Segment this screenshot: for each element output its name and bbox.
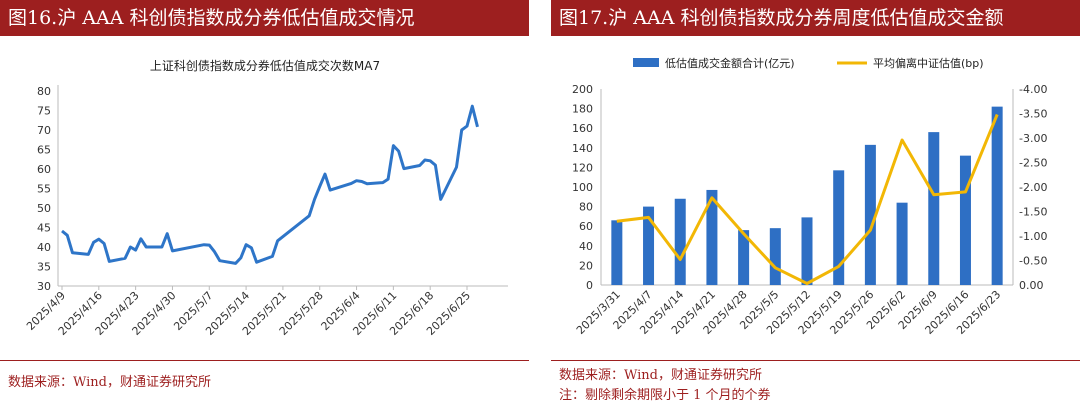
bar xyxy=(991,106,1003,285)
left-y-tick-label: 120 xyxy=(572,161,593,174)
bar xyxy=(674,198,686,285)
x-tick-label: 2025/3/31 xyxy=(574,288,623,337)
bar xyxy=(769,228,781,285)
right-y-tick-label: -0.50 xyxy=(1019,255,1047,268)
left-y-tick-label: 80 xyxy=(579,201,593,214)
left-y-tick-label: 200 xyxy=(572,83,593,96)
bar xyxy=(896,202,908,285)
series-line xyxy=(61,104,479,265)
bar xyxy=(833,170,845,285)
bar xyxy=(738,230,750,285)
bar xyxy=(959,155,971,285)
left-y-tick-label: 60 xyxy=(579,220,593,233)
left-y-tick-label: 100 xyxy=(572,181,593,194)
right-y-tick-label: -2.00 xyxy=(1019,181,1047,194)
right-y-tick-label: -4.00 xyxy=(1019,83,1047,96)
right-chart-panel: 图17.沪 AAA 科创债指数成分券周度低估值成交金额 低估值成交金额合计(亿元… xyxy=(551,0,1080,410)
left-y-tick-label: 40 xyxy=(579,240,593,253)
right-y-tick-label: 0.00 xyxy=(1019,279,1044,292)
y-tick-label: 30 xyxy=(37,280,51,293)
y-tick-label: 50 xyxy=(37,202,51,215)
right-source-note: 数据来源：Wind，财通证券研究所 xyxy=(559,368,762,383)
right-y-tick-label: -3.00 xyxy=(1019,132,1047,145)
bar xyxy=(801,217,813,285)
y-tick-label: 80 xyxy=(37,85,51,98)
left-line-chart: 上证科创债指数成分券低估值成交次数MA7 30 35 40 45 50 55 60 65 70 75… xyxy=(24,58,508,338)
left-y-tick-label: 140 xyxy=(572,142,593,155)
bar xyxy=(864,144,876,285)
y-tick-label: 40 xyxy=(37,241,51,254)
left-y-tick-label: 160 xyxy=(572,122,593,135)
left-chart-panel: 图16.沪 AAA 科创债指数成分券低估值成交情况 上证科创债指数成分券低估值成… xyxy=(0,0,529,410)
left-source-note: 数据来源：Wind，财通证券研究所 xyxy=(8,375,211,390)
left-y-tick-label: 180 xyxy=(572,103,593,116)
right-y-tick-label: -1.00 xyxy=(1019,230,1047,243)
bar xyxy=(928,132,940,285)
right-bar-line-chart: 低估值成交金额合计(亿元) 平均偏离中证估值(bp) 0 20 40 60 80 100 120… xyxy=(572,56,1047,337)
left-footer-divider xyxy=(0,360,529,361)
right-y-tick-label: -3.50 xyxy=(1019,108,1047,121)
left-y-tick-label: 0 xyxy=(586,279,593,292)
bar xyxy=(643,206,655,285)
right-y-tick-label: -1.50 xyxy=(1019,206,1047,219)
right-figure-title: 图17.沪 AAA 科创债指数成分券周度低估值成交金额 xyxy=(551,0,1080,36)
right-footnote: 注：剔除剩余期限小于 1 个月的个券 xyxy=(559,388,771,403)
y-tick-label: 35 xyxy=(37,261,51,274)
bar xyxy=(706,189,718,285)
y-tick-label: 75 xyxy=(37,105,51,118)
bar xyxy=(611,220,623,285)
right-footer-divider xyxy=(551,360,1080,361)
y-tick-label: 65 xyxy=(37,144,51,157)
chart-title: 上证科创债指数成分券低估值成交次数MA7 xyxy=(150,58,380,73)
legend-bar-label: 低估值成交金额合计(亿元) xyxy=(665,56,795,70)
left-y-tick-label: 20 xyxy=(579,259,593,272)
y-tick-label: 60 xyxy=(37,163,51,176)
y-tick-label: 55 xyxy=(37,183,51,196)
y-tick-label: 45 xyxy=(37,222,51,235)
legend-bar-swatch xyxy=(633,58,659,67)
left-figure-title: 图16.沪 AAA 科创债指数成分券低估值成交情况 xyxy=(0,0,529,36)
legend-line-label: 平均偏离中证估值(bp) xyxy=(873,56,984,70)
deviation-line xyxy=(616,113,999,285)
right-y-tick-label: -2.50 xyxy=(1019,157,1047,170)
y-tick-label: 70 xyxy=(37,124,51,137)
